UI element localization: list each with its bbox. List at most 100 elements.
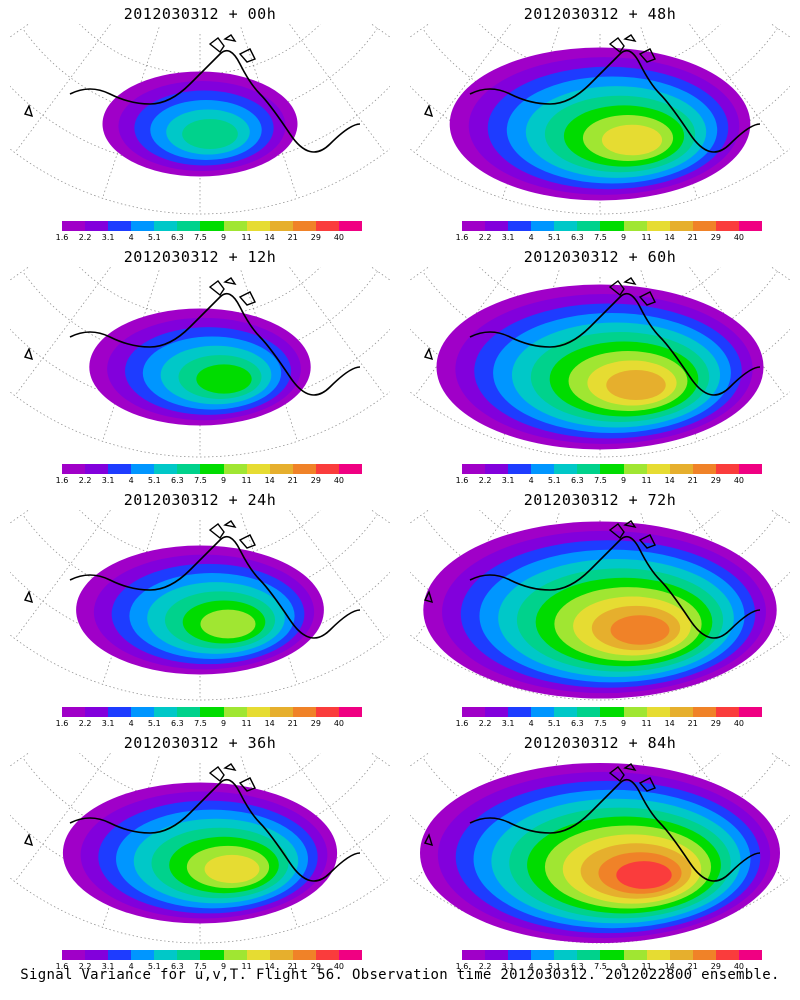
colorbar-tick-label: 29 — [310, 476, 321, 485]
colorbar-tick-label: 40 — [733, 233, 745, 242]
variance-field — [420, 763, 780, 943]
colorbar-swatch — [108, 950, 132, 960]
colorbar-tick-label: 29 — [310, 962, 321, 971]
colorbar-tick-label: 14 — [264, 719, 275, 728]
colorbar-swatch — [692, 707, 716, 717]
colorbar-swatch — [85, 221, 109, 231]
colorbar-tick-label: 11 — [241, 962, 252, 971]
colorbar-swatch — [315, 221, 339, 231]
colorbar-swatch — [108, 707, 132, 717]
colorbar-swatch — [646, 221, 670, 231]
colorbar-tick-label: 9 — [620, 233, 627, 242]
colorbar-tick-label: 7.5 — [594, 962, 607, 971]
colorbar-tick-label: 7.5 — [594, 233, 607, 242]
colorbar-tick-label: 4 — [128, 233, 134, 242]
colorbar-swatch — [154, 707, 178, 717]
colorbar-swatch — [269, 950, 293, 960]
colorbar-swatch — [531, 221, 555, 231]
colorbar-tick-label: 21 — [687, 962, 698, 971]
colorbar-swatch — [462, 950, 486, 960]
colorbar-swatch — [177, 950, 201, 960]
colorbar-swatch — [577, 707, 601, 717]
arctic-islands — [423, 277, 656, 361]
colorbar-tick-label: 3.1 — [501, 962, 515, 971]
colorbar-tick-label: 21 — [287, 719, 298, 728]
colorbar-swatch — [292, 707, 316, 717]
colorbar-tick-label: 11 — [641, 962, 652, 971]
colorbar-tick-label: 1.6 — [455, 476, 469, 485]
colorbar-swatch — [715, 950, 739, 960]
colorbar-swatch — [600, 464, 624, 474]
colorbar-labels: 1.6 2.2 3.1 4 5.1 6.3 7.5 9 11 14 21 29 40 — [456, 476, 762, 486]
forecast-panel: 2012030312 + 00h 1.6 2.2 3.1 4 5.1 6.3 7.5 9 11 14… — [0, 0, 400, 243]
colorbar-swatch — [577, 221, 601, 231]
variance-field — [449, 47, 751, 201]
colorbar-tick-label: 21 — [287, 233, 298, 242]
colorbar-swatch — [200, 464, 224, 474]
forecast-map — [410, 510, 790, 701]
colorbar-tick-label: 1.6 — [55, 719, 69, 728]
forecast-panel: 2012030312 + 48h 1.6 2.2 3.1 4 5.1 6.3 7.5 9 11 14… — [400, 0, 800, 243]
arctic-islands — [23, 763, 256, 847]
colorbar — [62, 221, 363, 231]
colorbar-tick-label: 3.1 — [101, 233, 115, 242]
colorbar-swatch — [485, 950, 509, 960]
colorbar-tick-label: 6.3 — [171, 719, 184, 728]
panel-title: 2012030312 + 00h — [123, 5, 277, 23]
forecast-map — [410, 267, 790, 458]
colorbar-tick-label: 14 — [664, 962, 675, 971]
variance-field — [89, 308, 311, 426]
colorbar-swatch — [177, 221, 201, 231]
colorbar-swatch — [531, 464, 555, 474]
colorbar-swatch — [646, 464, 670, 474]
colorbar-swatch — [738, 707, 763, 717]
colorbar-tick-label: 14 — [664, 476, 675, 485]
forecast-panel: 2012030312 + 72h 1.6 2.2 3.1 4 5.1 6.3 7.5 9 11 14… — [400, 486, 800, 729]
colorbar-tick-label: 11 — [641, 233, 652, 242]
colorbar-swatch — [315, 950, 339, 960]
colorbar-tick-label: 5.1 — [147, 719, 161, 728]
colorbar-tick-label: 2.2 — [478, 719, 492, 728]
colorbar-swatch — [315, 464, 339, 474]
coastline — [69, 535, 361, 639]
colorbar-tick-label: 4 — [128, 719, 134, 728]
colorbar-swatch — [485, 707, 509, 717]
colorbar-swatch — [462, 464, 486, 474]
colorbar-tick-label: 7.5 — [594, 476, 607, 485]
colorbar-swatch — [62, 950, 86, 960]
colorbar-tick-label: 7.5 — [194, 233, 207, 242]
colorbar-swatch — [646, 707, 670, 717]
forecast-map — [410, 24, 790, 215]
colorbar-swatch — [531, 707, 555, 717]
colorbar-swatch — [669, 707, 693, 717]
arctic-islands — [23, 277, 256, 361]
colorbar-swatch — [338, 464, 363, 474]
colorbar-tick-label: 2.2 — [478, 476, 492, 485]
forecast-panel: 2012030312 + 24h 1.6 2.2 3.1 4 5.1 6.3 7.5 9 11 14… — [0, 486, 400, 729]
colorbar-swatch — [269, 707, 293, 717]
colorbar-swatch — [177, 707, 201, 717]
colorbar-swatch — [292, 221, 316, 231]
colorbar-tick-label: 3.1 — [101, 962, 115, 971]
colorbar-swatch — [554, 464, 578, 474]
colorbar-tick-label: 3.1 — [101, 719, 115, 728]
colorbar-tick-label: 9 — [220, 233, 227, 242]
colorbar-tick-label: 5.1 — [547, 476, 561, 485]
colorbar-tick-label: 4 — [128, 476, 134, 485]
colorbar-swatch — [623, 221, 647, 231]
colorbar-swatch — [738, 950, 763, 960]
colorbar-swatch — [738, 221, 763, 231]
colorbar-tick-label: 5.1 — [147, 233, 161, 242]
coastline — [69, 292, 361, 396]
colorbar-swatch — [715, 707, 739, 717]
variance-field — [62, 782, 338, 924]
colorbar-swatch — [669, 221, 693, 231]
colorbar-swatch — [600, 221, 624, 231]
colorbar — [62, 950, 363, 960]
colorbar-swatch — [646, 950, 670, 960]
colorbar-swatch — [292, 950, 316, 960]
forecast-panel: 2012030312 + 60h 1.6 2.2 3.1 4 5.1 6.3 7.5 9 11 14… — [400, 243, 800, 486]
colorbar-tick-label: 14 — [264, 233, 275, 242]
colorbar-tick-label: 2.2 — [78, 719, 92, 728]
arctic-islands — [23, 520, 256, 604]
